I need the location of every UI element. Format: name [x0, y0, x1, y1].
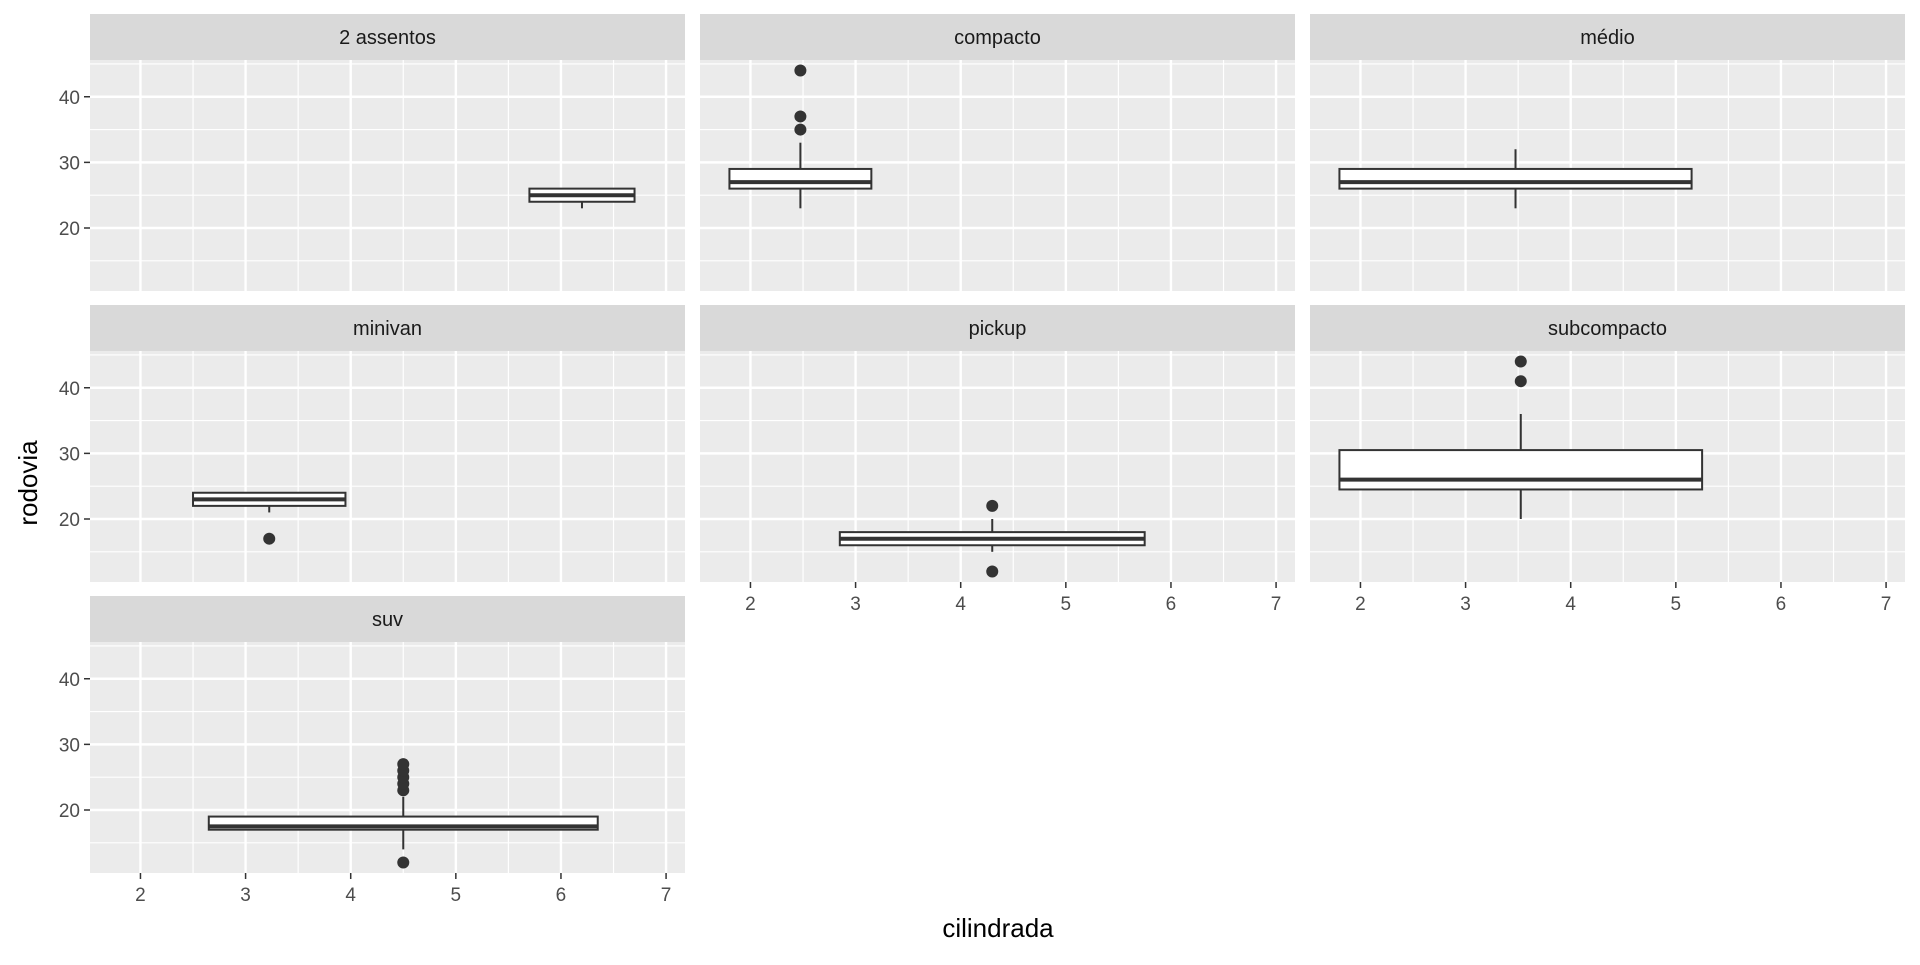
y-tick-label: 40	[59, 379, 80, 400]
panel-background	[90, 351, 685, 582]
y-tick-label: 20	[59, 801, 80, 822]
facet-strip-label: médio	[1580, 27, 1634, 49]
facet-strip-label: minivan	[353, 318, 422, 340]
facet-panel: médio	[1310, 14, 1905, 291]
facet-strip-label: suv	[372, 609, 403, 631]
outlier-point	[986, 565, 999, 578]
facet-panel: pickup 2 3 4 5 6 7	[700, 305, 1295, 615]
facet-strip	[90, 305, 685, 351]
outlier-point	[397, 758, 410, 771]
facet-strip	[1310, 14, 1905, 60]
outlier-point	[1514, 375, 1527, 388]
x-tick-label: 7	[1271, 594, 1282, 615]
y-axis-title: rodovia	[13, 440, 43, 526]
facet-panel: subcompacto 2 3 4 5 6 7	[1310, 305, 1905, 615]
outlier-point	[794, 123, 807, 136]
outlier-point	[397, 856, 410, 869]
facet-strip	[90, 596, 685, 642]
x-tick-label: 3	[240, 885, 251, 906]
facet-panel: suv 20 30 40 2 3 4 5 6 7	[59, 596, 685, 906]
facet-panel: minivan 20 30 40	[59, 305, 685, 582]
outlier-point	[1514, 355, 1527, 368]
panel-background	[700, 351, 1295, 582]
facet-strip-label: compacto	[954, 27, 1041, 49]
box-iqr	[1338, 449, 1704, 491]
x-tick-label: 4	[1565, 594, 1576, 615]
x-tick-label: 2	[135, 885, 146, 906]
y-tick-label: 30	[59, 444, 80, 465]
facet-strip	[90, 14, 685, 60]
x-tick-label: 3	[1460, 594, 1471, 615]
x-tick-label: 2	[1355, 594, 1366, 615]
facet-strip-label: pickup	[969, 318, 1027, 340]
x-tick-label: 5	[1671, 594, 1682, 615]
x-tick-label: 6	[556, 885, 567, 906]
facet-strip	[1310, 305, 1905, 351]
x-tick-label: 4	[955, 594, 966, 615]
y-tick-label: 20	[59, 219, 80, 240]
x-tick-label: 3	[850, 594, 861, 615]
x-tick-label: 7	[1881, 594, 1892, 615]
x-tick-label: 6	[1776, 594, 1787, 615]
facet-strip-label: subcompacto	[1548, 318, 1667, 340]
y-tick-label: 40	[59, 88, 80, 109]
box-iqr	[1338, 167, 1693, 190]
panel-background	[90, 642, 685, 873]
y-tick-label: 40	[59, 670, 80, 691]
x-tick-label: 4	[345, 885, 356, 906]
x-tick-label: 7	[661, 885, 672, 906]
outlier-point	[263, 532, 276, 545]
outlier-point	[794, 110, 807, 123]
y-tick-label: 30	[59, 735, 80, 756]
x-tick-label: 5	[1061, 594, 1072, 615]
box-iqr	[728, 167, 873, 190]
x-tick-label: 5	[451, 885, 462, 906]
y-tick-label: 20	[59, 510, 80, 531]
facet-strip	[700, 305, 1295, 351]
x-tick-label: 2	[745, 594, 756, 615]
facet-panel: compacto	[700, 14, 1295, 291]
outlier-point	[986, 499, 999, 512]
x-axis-title: cilindrada	[942, 913, 1054, 943]
facet-strip-label: 2 assentos	[339, 27, 436, 49]
facet-strip	[700, 14, 1295, 60]
panel-background	[90, 60, 685, 291]
x-tick-label: 6	[1166, 594, 1177, 615]
panels-layer: 2 assentos 20 30 40 compacto médio minivan 20 30…	[59, 14, 1905, 906]
outlier-point	[794, 64, 807, 77]
facet-panel: 2 assentos 20 30 40	[59, 14, 685, 291]
y-tick-label: 30	[59, 153, 80, 174]
